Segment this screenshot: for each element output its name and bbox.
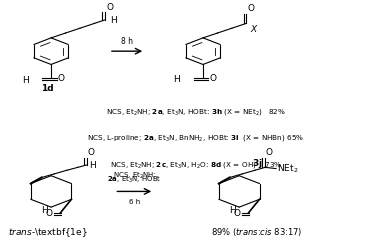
Text: NCS, L-proline; $\mathbf{2a}$, Et$_3$N, BnNH$_2$, HOBt: $\mathbf{3i}$  (X = NHBn: NCS, L-proline; $\mathbf{2a}$, Et$_3$N, …: [87, 133, 304, 143]
Text: H: H: [173, 75, 180, 84]
Text: O: O: [46, 209, 53, 218]
Text: H: H: [41, 206, 48, 215]
Text: O: O: [266, 148, 273, 157]
Text: H: H: [89, 161, 96, 170]
Text: O: O: [88, 148, 94, 157]
Text: O: O: [57, 74, 65, 83]
Text: H: H: [22, 76, 29, 85]
Text: $\mathbf{2a}$, Et$_3$N, HOBt: $\mathbf{2a}$, Et$_3$N, HOBt: [107, 175, 161, 185]
Text: NCS, Et$_2$NH; $\mathbf{2a}$, Et$_3$N, HOBt: $\mathbf{3h}$ (X = NEt$_2$)   82%: NCS, Et$_2$NH; $\mathbf{2a}$, Et$_3$N, H…: [106, 107, 286, 117]
Text: $\mathit{trans}$-\textbf{1e}: $\mathit{trans}$-\textbf{1e}: [8, 227, 87, 239]
Text: O: O: [247, 4, 254, 13]
Text: H: H: [229, 206, 236, 215]
Text: 89% ($\mathit{trans}$:$\mathit{cis}$ 83:17): 89% ($\mathit{trans}$:$\mathit{cis}$ 83:…: [211, 227, 303, 238]
Text: X: X: [250, 25, 256, 33]
Text: NCS, Et$_2$NH;: NCS, Et$_2$NH;: [113, 170, 156, 181]
Text: NCS, Et$_2$NH; $\mathbf{2c}$, Et$_3$N, H$_2$O: $\mathbf{8d}$ (X = OH)    73%: NCS, Et$_2$NH; $\mathbf{2c}$, Et$_3$N, H…: [110, 160, 282, 170]
Text: 1d: 1d: [41, 84, 54, 93]
Text: $\mathbf{3j}$: $\mathbf{3j}$: [252, 157, 263, 170]
Text: O: O: [234, 209, 241, 218]
Text: H: H: [110, 16, 117, 25]
Text: O: O: [209, 74, 217, 83]
Text: 6 h: 6 h: [129, 199, 140, 205]
Text: NEt$_2$: NEt$_2$: [277, 162, 298, 175]
Text: 8 h: 8 h: [121, 37, 133, 46]
Text: O: O: [106, 3, 113, 13]
